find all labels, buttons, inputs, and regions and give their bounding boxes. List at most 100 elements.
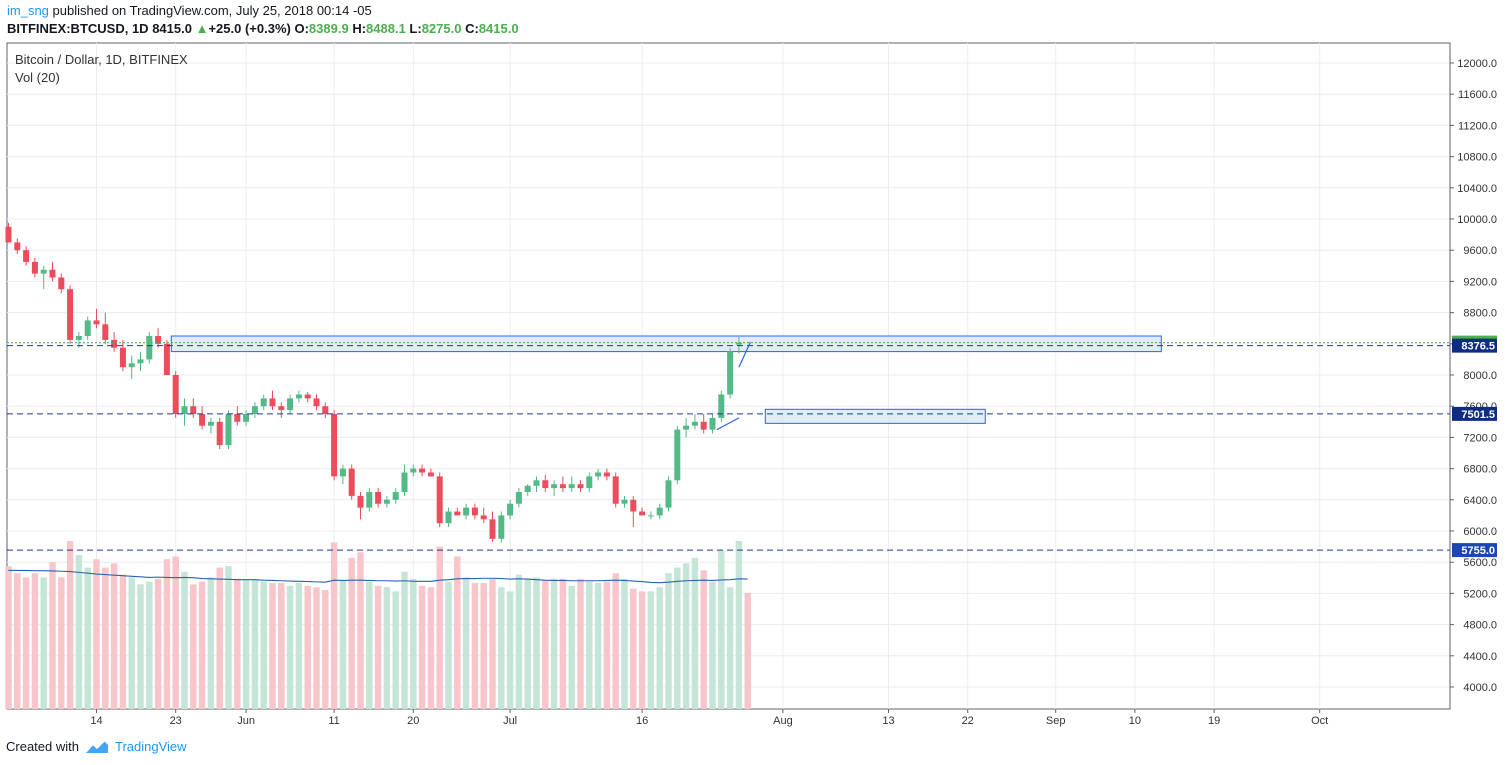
resistance-zone [764, 408, 986, 424]
tradingview-logo-icon [85, 739, 108, 753]
time-axis[interactable]: 14 23 Jun 11 20 Jul 16 Aug 13 22 Sep 10 19 Oct [90, 709, 1328, 727]
candle-body [603, 472, 610, 477]
candle-body [67, 289, 74, 340]
candle-body [577, 484, 584, 489]
candle-body [595, 472, 602, 477]
price-tick-label: 6800.0 [1463, 464, 1497, 476]
candle-body [84, 320, 91, 336]
volume-bar [330, 542, 338, 709]
candle-body [172, 375, 179, 414]
volume-bar [14, 573, 21, 709]
candle-body [568, 484, 575, 489]
volume-bar [154, 578, 162, 709]
volume-bar [647, 591, 655, 709]
volume-bar [427, 587, 435, 709]
candle-body [612, 476, 619, 504]
candle-body [260, 398, 267, 407]
volume-bar [137, 584, 144, 709]
volume-bar [612, 573, 619, 709]
candle-body [207, 421, 214, 426]
candle-body [339, 468, 346, 477]
candle-body [181, 406, 188, 414]
volume-bar [577, 578, 584, 709]
candle-body [14, 242, 21, 251]
candle-body [331, 414, 338, 477]
open-value: 8389.9 [308, 21, 349, 36]
volume-bar [313, 587, 320, 709]
candle-body [515, 492, 522, 504]
candle-body [5, 226, 12, 243]
price-tick-label: 4000.0 [1463, 682, 1497, 694]
price-badge-bg [1452, 406, 1497, 421]
trend-line [716, 417, 740, 431]
up-arrow-icon: ▲ [195, 21, 209, 36]
tradingview-link[interactable]: TradingView [85, 739, 187, 754]
volume-layer [5, 541, 751, 709]
candle-body [427, 472, 434, 477]
publish-line: im_sng published on TradingView.com, Jul… [7, 3, 372, 18]
candle-body [146, 336, 153, 360]
candle-body [735, 342, 742, 345]
candle-body [542, 480, 549, 489]
close-value: 8415.0 [478, 21, 519, 36]
volume-bar [181, 571, 188, 709]
volume-bar [436, 546, 443, 709]
candle-body [295, 394, 302, 399]
volume-bar [515, 574, 523, 709]
candle-body [436, 476, 443, 524]
candle-body [137, 359, 144, 364]
time-tick-label: Sep [1046, 715, 1066, 727]
volume-bar [66, 541, 74, 709]
volume-bar [269, 583, 276, 709]
price-tick-label: 7200.0 [1463, 432, 1497, 444]
candle-body [471, 507, 478, 516]
volume-bar [682, 563, 690, 709]
candle-body [23, 250, 30, 262]
price-badge-label: 5755.0 [1461, 545, 1495, 557]
candle-body [586, 476, 593, 489]
price-change: +25.0 (+0.3%) [208, 21, 291, 36]
volume-bar [656, 587, 663, 709]
candle-body [357, 495, 364, 508]
candle-body [524, 485, 531, 492]
candle-body [155, 336, 162, 344]
last-price: 8415.0 [152, 21, 192, 36]
high-label: H: [352, 21, 367, 36]
price-tick-label: 5200.0 [1463, 588, 1497, 600]
volume-bar [533, 577, 540, 709]
volume-bar [744, 592, 751, 709]
price-axis[interactable]: 4000.0 4400.0 4800.0 5200.0 5600.0 6000.0 6400… [1449, 43, 1497, 709]
candle-body [480, 515, 487, 520]
candle-body [111, 339, 118, 348]
volume-bar [207, 577, 215, 709]
candle-body [498, 515, 505, 539]
volume-bar [163, 559, 171, 709]
volume-bar [471, 583, 479, 709]
price-tick-label: 6000.0 [1463, 526, 1497, 538]
chart-title: Bitcoin / Dollar, 1D, BITFINEX [15, 52, 188, 67]
volume-bar [348, 557, 355, 709]
volume-bar [75, 555, 83, 709]
volume-bar [638, 591, 646, 709]
candle-body [31, 261, 38, 274]
tradingview-label: TradingView [114, 739, 187, 754]
time-tick-label: 11 [328, 715, 339, 727]
price-tick-label: 12000.0 [1457, 58, 1497, 70]
candle-body [163, 343, 170, 375]
volume-bar [119, 574, 127, 709]
candle-body [58, 277, 65, 290]
time-tick-label: Oct [1311, 715, 1328, 727]
trend-line [738, 341, 751, 368]
volume-bar [603, 581, 611, 709]
high-value: 8488.1 [366, 21, 406, 36]
candle-body [489, 519, 496, 539]
symbol-line: BITFINEX:BTCUSD, 1D 8415.0 ▲+25.0 (+0.3%… [7, 21, 519, 36]
volume-bar [489, 578, 496, 709]
candle-body [656, 507, 663, 516]
candle-body [718, 394, 725, 418]
price-tick-label: 8000.0 [1463, 370, 1497, 382]
time-tick-label: 13 [882, 715, 894, 727]
author-link[interactable]: im_sng [7, 3, 49, 18]
price-badge-bg [1452, 543, 1497, 558]
